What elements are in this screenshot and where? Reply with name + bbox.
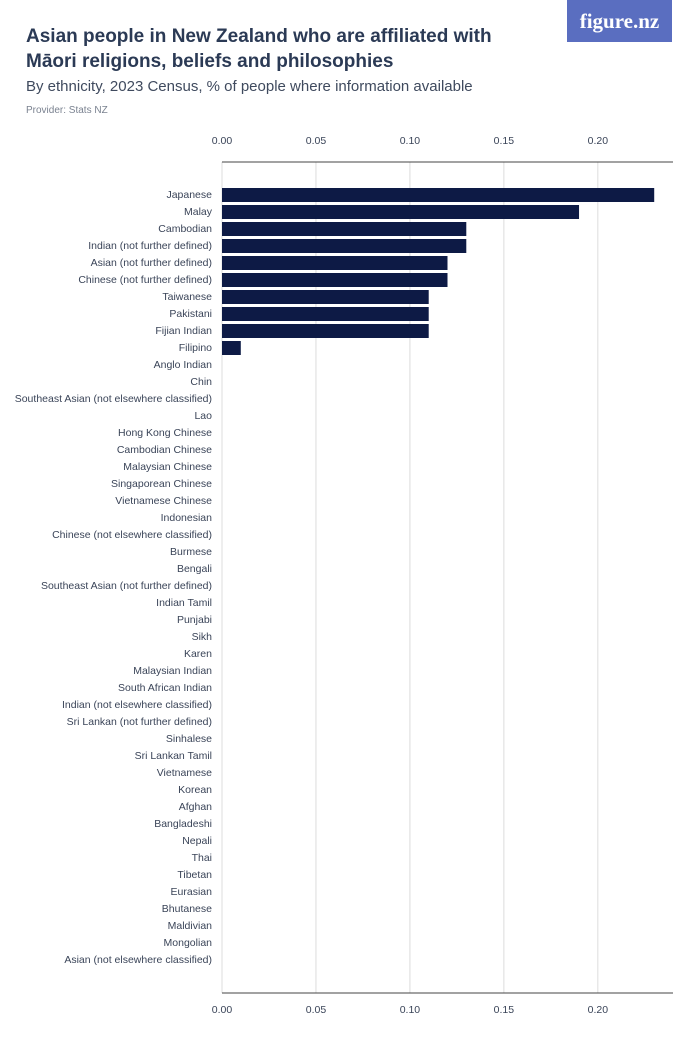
bar bbox=[222, 205, 580, 219]
bar bbox=[222, 239, 467, 253]
y-tick-label: Vietnamese Chinese bbox=[115, 495, 212, 507]
y-tick-label: Sinhalese bbox=[166, 733, 212, 745]
y-tick-label: Mongolian bbox=[164, 937, 213, 949]
logo[interactable]: figure.nz bbox=[567, 0, 672, 42]
y-tick-label: Malay bbox=[184, 206, 213, 218]
y-tick-label: Maldivian bbox=[168, 920, 213, 932]
chart-subtitle: By ethnicity, 2023 Census, % of people w… bbox=[26, 78, 473, 95]
y-tick-label: Anglo Indian bbox=[154, 359, 213, 371]
y-tick-label: Eurasian bbox=[171, 886, 213, 898]
bar bbox=[222, 273, 448, 287]
y-tick-label: Cambodian Chinese bbox=[117, 444, 212, 456]
chart-title: Asian people in New Zealand who are affi… bbox=[26, 26, 492, 72]
x-tick-label: 0.20 bbox=[588, 135, 609, 147]
x-tick-label: 0.00 bbox=[212, 1004, 233, 1016]
y-tick-label: Korean bbox=[178, 784, 212, 796]
y-tick-label: Southeast Asian (not elsewhere classifie… bbox=[15, 393, 212, 405]
bar bbox=[222, 324, 429, 338]
y-tick-label: Indian Tamil bbox=[156, 597, 212, 609]
x-tick-label: 0.15 bbox=[494, 1004, 515, 1016]
y-tick-label: Sri Lankan (not further defined) bbox=[67, 716, 212, 728]
y-tick-label: Chin bbox=[190, 376, 212, 388]
bar bbox=[222, 256, 448, 270]
y-tick-label: Burmese bbox=[170, 546, 212, 558]
y-tick-label: Bangladeshi bbox=[154, 818, 212, 830]
y-tick-label: Chinese (not further defined) bbox=[78, 274, 212, 286]
y-tick-label: Afghan bbox=[179, 801, 212, 813]
bar bbox=[222, 307, 429, 321]
y-tick-label: Tibetan bbox=[177, 869, 212, 881]
y-tick-label: Southeast Asian (not further defined) bbox=[41, 580, 212, 592]
y-tick-label: Taiwanese bbox=[162, 291, 212, 303]
y-tick-label: Fijian Indian bbox=[155, 325, 212, 337]
x-tick-label: 0.10 bbox=[400, 1004, 421, 1016]
y-tick-label: Karen bbox=[184, 648, 212, 660]
y-tick-label: Chinese (not elsewhere classified) bbox=[52, 529, 212, 541]
y-tick-label: South African Indian bbox=[118, 682, 212, 694]
y-tick-label: Asian (not elsewhere classified) bbox=[64, 954, 212, 966]
y-tick-label: Indian (not elsewhere classified) bbox=[62, 699, 212, 711]
y-tick-label: Sikh bbox=[192, 631, 213, 643]
x-tick-label: 0.05 bbox=[306, 135, 327, 147]
x-tick-label: 0.15 bbox=[494, 135, 515, 147]
y-tick-label: Thai bbox=[192, 852, 212, 864]
bar bbox=[222, 341, 241, 355]
y-tick-label: Sri Lankan Tamil bbox=[135, 750, 212, 762]
x-tick-label: 0.05 bbox=[306, 1004, 327, 1016]
y-tick-label: Bhutanese bbox=[162, 903, 212, 915]
y-tick-label: Nepali bbox=[182, 835, 212, 847]
y-tick-label: Indian (not further defined) bbox=[88, 240, 212, 252]
y-tick-label: Vietnamese bbox=[157, 767, 212, 779]
y-tick-label: Malaysian Chinese bbox=[123, 461, 212, 473]
x-tick-label: 0.10 bbox=[400, 135, 421, 147]
y-tick-label: Asian (not further defined) bbox=[91, 257, 212, 269]
y-tick-label: Pakistani bbox=[169, 308, 212, 320]
y-tick-label: Hong Kong Chinese bbox=[118, 427, 212, 439]
y-tick-label: Filipino bbox=[179, 342, 212, 354]
x-tick-label: 0.20 bbox=[588, 1004, 609, 1016]
y-tick-label: Punjabi bbox=[177, 614, 212, 626]
y-tick-label: Malaysian Indian bbox=[133, 665, 212, 677]
y-tick-label: Indonesian bbox=[161, 512, 213, 524]
bar bbox=[222, 188, 655, 202]
y-tick-label: Japanese bbox=[166, 189, 212, 201]
y-tick-label: Cambodian bbox=[158, 223, 212, 235]
header: Asian people in New Zealand who are affi… bbox=[26, 24, 506, 116]
bar bbox=[222, 222, 467, 236]
y-tick-label: Singaporean Chinese bbox=[111, 478, 212, 490]
y-tick-label: Lao bbox=[194, 410, 212, 422]
x-tick-label: 0.00 bbox=[212, 135, 233, 147]
bar bbox=[222, 290, 429, 304]
provider: Provider: Stats NZ bbox=[26, 105, 108, 116]
y-tick-label: Bengali bbox=[177, 563, 212, 575]
